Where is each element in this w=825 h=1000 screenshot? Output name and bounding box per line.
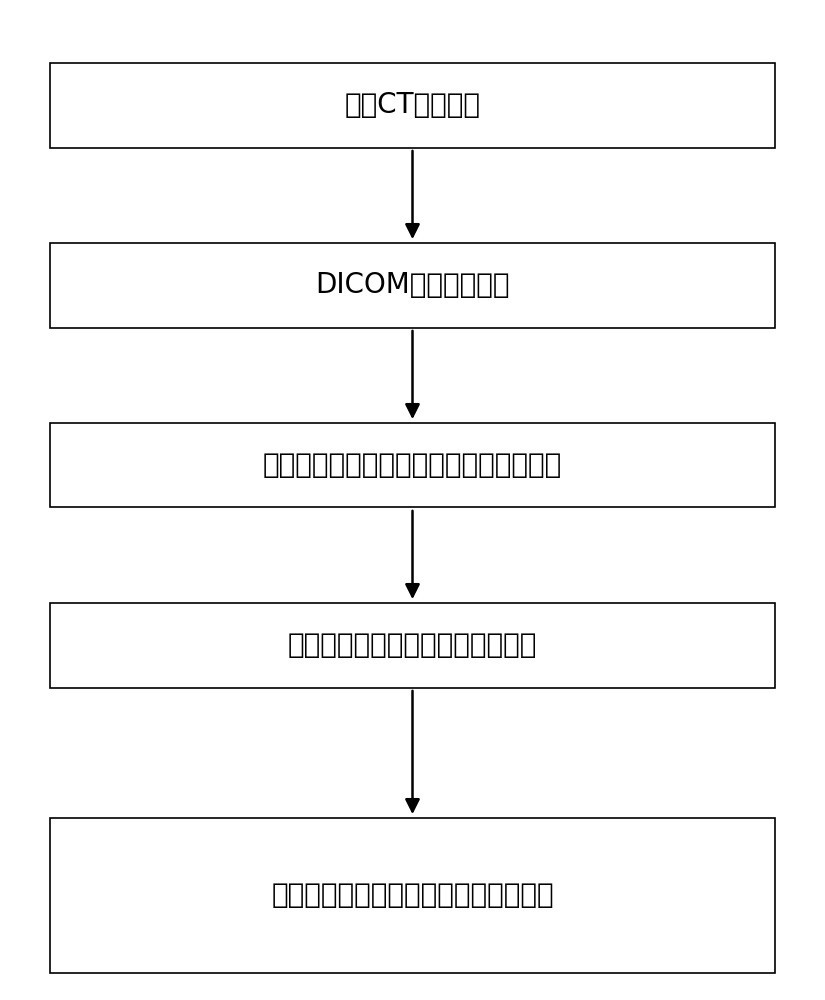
Bar bbox=[50, 818, 775, 972]
Bar bbox=[50, 242, 775, 328]
Text: DICOM格式文件解析: DICOM格式文件解析 bbox=[315, 271, 510, 299]
Bar bbox=[50, 62, 775, 147]
Bar bbox=[50, 602, 775, 688]
Text: 基于自适应阈值的骨骼组织粗分割: 基于自适应阈值的骨骼组织粗分割 bbox=[288, 631, 537, 659]
Text: 输入CT图像序列: 输入CT图像序列 bbox=[345, 91, 480, 119]
Text: 基于中值滤波的各向异性扩散的图像滤波: 基于中值滤波的各向异性扩散的图像滤波 bbox=[263, 451, 562, 479]
Bar bbox=[50, 422, 775, 507]
Text: 基于三维区域生长法的骨骼组织精分割: 基于三维区域生长法的骨骼组织精分割 bbox=[271, 881, 554, 909]
